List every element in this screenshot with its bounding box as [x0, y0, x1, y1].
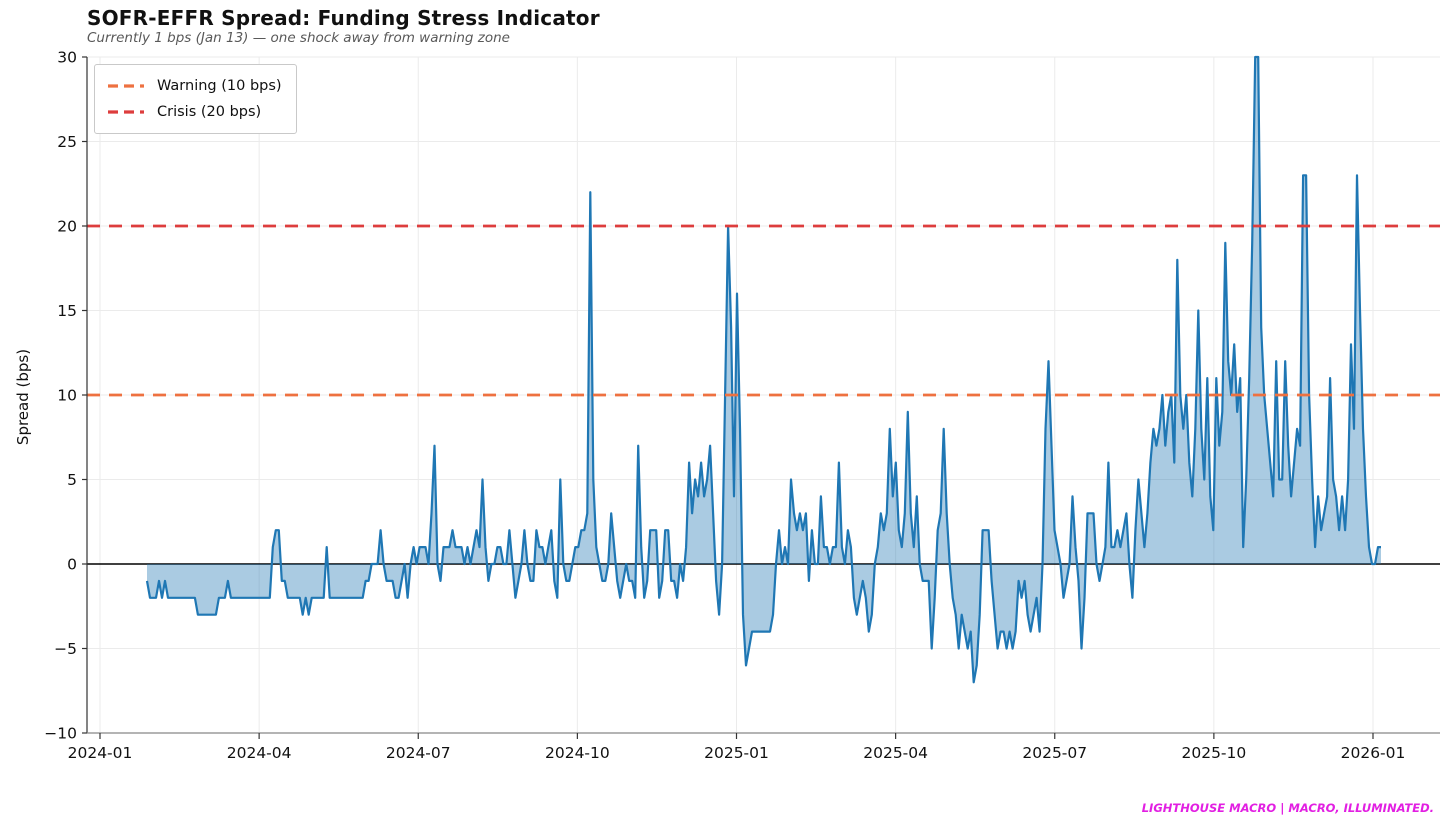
x-tick-label: 2024-10 [545, 744, 610, 762]
legend-dash-swatch [108, 84, 144, 88]
y-tick-label: 30 [57, 49, 77, 67]
y-tick-label: 15 [57, 302, 77, 320]
x-tick-label: 2025-04 [863, 744, 928, 762]
y-tick-label: 25 [57, 133, 77, 151]
page-title: SOFR-EFFR Spread: Funding Stress Indicat… [87, 6, 600, 30]
x-tick-label: 2026-01 [1341, 744, 1406, 762]
y-tick-label: −10 [44, 725, 77, 743]
chart-legend: Warning (10 bps) Crisis (20 bps) [94, 64, 297, 134]
legend-item: Warning (10 bps) [107, 73, 282, 99]
x-tick-label: 2024-01 [68, 744, 133, 762]
branding-text: LIGHTHOUSE MACRO | MACRO, ILLUMINATED. [1141, 801, 1434, 815]
y-tick-label: 5 [67, 471, 77, 489]
legend-label: Crisis (20 bps) [157, 104, 262, 120]
legend-label: Warning (10 bps) [157, 78, 282, 94]
y-tick-label: 20 [57, 218, 77, 236]
x-tick-label: 2024-04 [227, 744, 292, 762]
chart-subtitle: Currently 1 bps (Jan 13) — one shock awa… [87, 30, 510, 46]
spread-area [147, 57, 1381, 683]
legend-item: Crisis (20 bps) [107, 99, 282, 125]
legend-dash-swatch [108, 110, 144, 114]
y-tick-label: 0 [67, 556, 77, 574]
y-tick-label: −5 [54, 640, 77, 658]
x-tick-label: 2025-01 [704, 744, 769, 762]
x-tick-label: 2025-10 [1181, 744, 1246, 762]
y-tick-label: 10 [57, 387, 77, 405]
x-tick-label: 2024-07 [386, 744, 451, 762]
x-tick-label: 2025-07 [1022, 744, 1087, 762]
